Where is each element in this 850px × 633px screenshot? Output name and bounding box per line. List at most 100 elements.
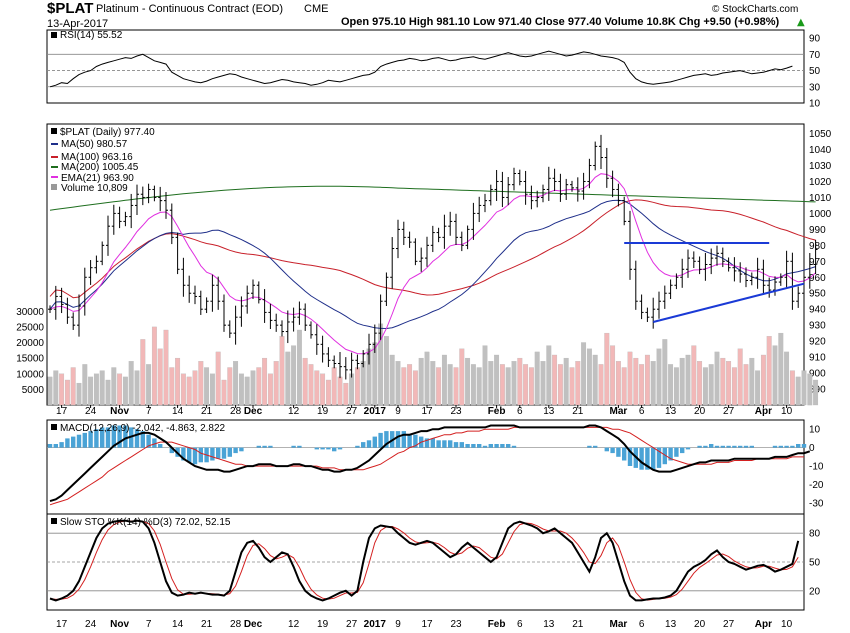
- volume-bar: [233, 361, 239, 406]
- volume-bar: [673, 367, 679, 406]
- volume-bar: [169, 367, 175, 406]
- price-tick-label: 930: [809, 321, 826, 332]
- macd-histogram-bar: [738, 445, 743, 448]
- volume-bar: [59, 373, 65, 406]
- macd-histogram-bar: [511, 445, 517, 448]
- sto-tick-label: 20: [809, 586, 821, 597]
- sto-layer: 80 50 20: [47, 519, 821, 602]
- macd-histogram-bar: [216, 447, 221, 459]
- macd-histogram-bar: [726, 445, 731, 448]
- macd-histogram-bar: [291, 445, 296, 448]
- x-tick-label: 7: [146, 406, 152, 417]
- volume-bar: [789, 370, 795, 406]
- volume-bar: [517, 357, 523, 406]
- volume-bar: [267, 373, 273, 406]
- macd-histogram-bar: [233, 447, 238, 454]
- ma200-line: [49, 185, 816, 211]
- volume-bar: [424, 351, 430, 406]
- volume-bar: [488, 361, 494, 406]
- volume-bar: [737, 348, 743, 406]
- x-tick-label: 7: [146, 619, 152, 630]
- x-tick-label: 17: [56, 619, 68, 630]
- macd-histogram-bar: [627, 447, 633, 466]
- volume-bar: [204, 367, 210, 406]
- macd-histogram-bar: [436, 440, 441, 448]
- x-tick-label: 24: [85, 406, 97, 417]
- volume-bar: [122, 376, 128, 406]
- x-tick-label: Dec: [244, 619, 263, 630]
- ma100-legend: MA(100) 963.16: [61, 152, 133, 163]
- price-layer: 1050 1040 1030 1020 1010 1000 990 980 970 960 950 9…: [16, 129, 832, 406]
- x-tick-label: 12: [288, 619, 300, 630]
- macd-histogram-bar: [790, 445, 795, 448]
- macd-histogram-bar: [59, 442, 64, 448]
- x-tick-label: 23: [450, 406, 462, 417]
- volume-bar: [418, 357, 424, 406]
- volume-bar: [499, 364, 505, 406]
- rsi-tick-label: 90: [809, 34, 821, 45]
- volume-bar: [534, 351, 540, 406]
- volume-bar: [331, 367, 337, 406]
- macd-histogram-bar: [320, 447, 325, 450]
- macd-histogram-bar: [337, 447, 343, 450]
- x-tick-label: 21: [201, 406, 213, 417]
- macd-histogram-bar: [297, 445, 302, 448]
- volume-bar: [714, 351, 720, 406]
- price-tick-label: 1020: [809, 177, 832, 188]
- macd-histogram-bar: [314, 447, 319, 450]
- chart-exchange: CME: [304, 3, 328, 15]
- x-tick-label: 28: [230, 406, 242, 417]
- rsi-panel: [46, 29, 805, 104]
- sto-tick-label: 50: [809, 558, 821, 569]
- x-tick-label: 10: [781, 619, 793, 630]
- x-tick-label: Nov: [110, 406, 129, 417]
- volume-bar: [482, 345, 488, 406]
- macd-histogram-bar: [76, 434, 82, 448]
- macd-histogram-bar: [413, 434, 418, 448]
- volume-bar: [697, 361, 703, 406]
- macd-histogram-bar: [645, 447, 650, 470]
- volume-bar: [314, 370, 320, 406]
- volume-bar: [760, 354, 766, 406]
- price-tick-label: 910: [809, 353, 826, 364]
- x-tick-label: 12: [288, 406, 300, 417]
- x-tick-label: Dec: [244, 406, 263, 417]
- volume-bar: [146, 364, 152, 406]
- volume-bar: [610, 345, 616, 406]
- volume-bar: [262, 357, 268, 406]
- sto-legend-box: [51, 518, 57, 524]
- volume-bar: [53, 370, 59, 406]
- macd-histogram-bar: [100, 427, 105, 448]
- macd-histogram-bar: [680, 447, 685, 454]
- volume-bar: [285, 351, 291, 406]
- volume-bar: [227, 367, 233, 406]
- volume-bar: [70, 367, 76, 406]
- rsi-line: [49, 50, 793, 88]
- volume-bar: [604, 332, 610, 406]
- macd-legend: MACD(12,26,9) -2.042, -4.863, 2.822: [60, 423, 226, 434]
- chart-quote: Open 975.10 High 981.10 Low 971.40 Close…: [341, 16, 780, 28]
- volume-bar: [615, 361, 621, 406]
- macd-histogram-bar: [332, 447, 337, 452]
- volume-bar: [186, 376, 192, 406]
- macd-histogram-bar: [801, 444, 807, 448]
- x-tick-label: Feb: [488, 406, 506, 417]
- macd-histogram-bar: [459, 442, 464, 448]
- volume-bar: [656, 348, 662, 406]
- macd-histogram-bar: [442, 440, 447, 448]
- macd-histogram-bar: [262, 445, 267, 448]
- x-tick-label: 6: [517, 619, 523, 630]
- macd-histogram-bar: [668, 447, 673, 461]
- rsi-tick-label: 50: [809, 66, 821, 77]
- x-tick-label: 19: [317, 406, 329, 417]
- volume-bar: [766, 336, 772, 406]
- volume-bar: [592, 354, 598, 406]
- volume-bar: [105, 379, 111, 406]
- volume-bar: [749, 357, 755, 406]
- x-tick-label: 13: [665, 619, 677, 630]
- macd-histogram-bar: [465, 444, 470, 448]
- rsi-tick-label: 30: [809, 82, 821, 93]
- volume-bar: [157, 348, 163, 406]
- price-tick-label: 1010: [809, 193, 832, 204]
